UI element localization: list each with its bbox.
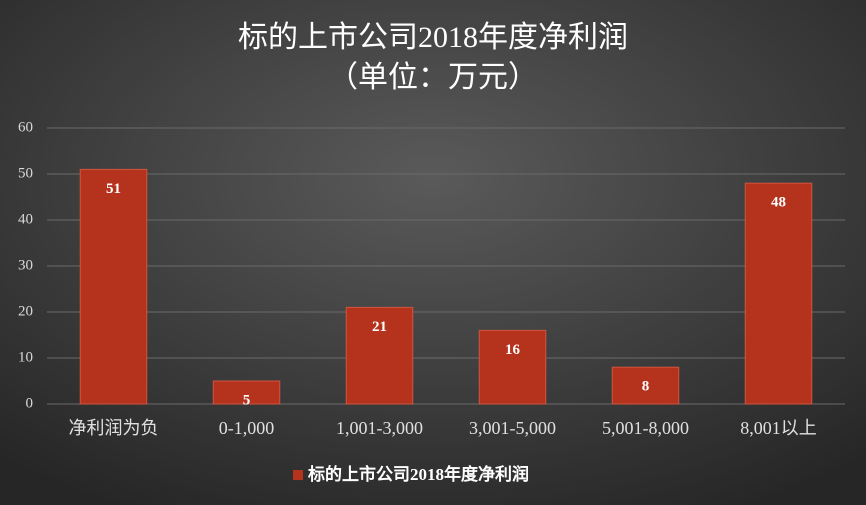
x-tick-label: 8,001以上: [740, 418, 817, 438]
x-tick-label: 净利润为负: [69, 418, 159, 438]
y-tick-label: 50: [18, 165, 33, 181]
bar: [611, 366, 680, 405]
bar: [79, 168, 148, 405]
y-tick-label: 60: [18, 119, 33, 135]
x-tick-label: 5,001-8,000: [602, 418, 689, 438]
value-label: 16: [505, 342, 521, 358]
chart-title: 标的上市公司2018年度净利润: [238, 21, 628, 54]
value-label: 48: [771, 195, 786, 211]
value-label: 21: [372, 319, 387, 335]
legend-label: 标的上市公司2018年度净利润: [308, 464, 529, 484]
y-tick-label: 10: [18, 349, 33, 365]
y-tick-label: 40: [18, 211, 33, 227]
y-tick-label: 30: [18, 257, 33, 273]
bar: [478, 329, 547, 405]
legend-swatch: [293, 470, 303, 480]
x-tick-label: 3,001-5,000: [469, 418, 556, 438]
value-label: 8: [642, 379, 650, 395]
value-label: 5: [243, 392, 251, 408]
x-tick-label: 1,001-3,000: [336, 418, 423, 438]
y-tick-label: 0: [26, 395, 34, 411]
bar: [345, 306, 414, 405]
x-tick-label: 0-1,000: [219, 418, 275, 438]
bar: [212, 380, 281, 405]
y-tick-label: 20: [18, 303, 33, 319]
value-label: 51: [106, 181, 121, 197]
bar: [744, 182, 813, 405]
chart-subtitle: （单位：万元）: [328, 61, 538, 94]
